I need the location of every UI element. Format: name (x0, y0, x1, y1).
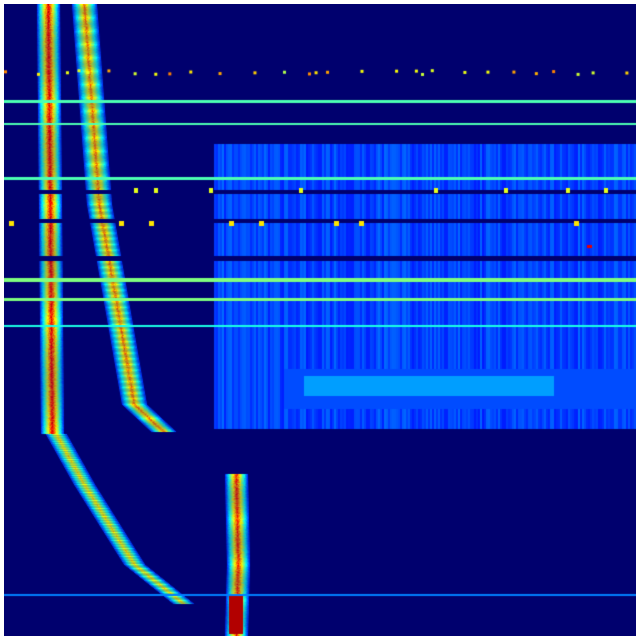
spectrogram-canvas (4, 4, 636, 636)
heatmap-frame (4, 4, 636, 636)
